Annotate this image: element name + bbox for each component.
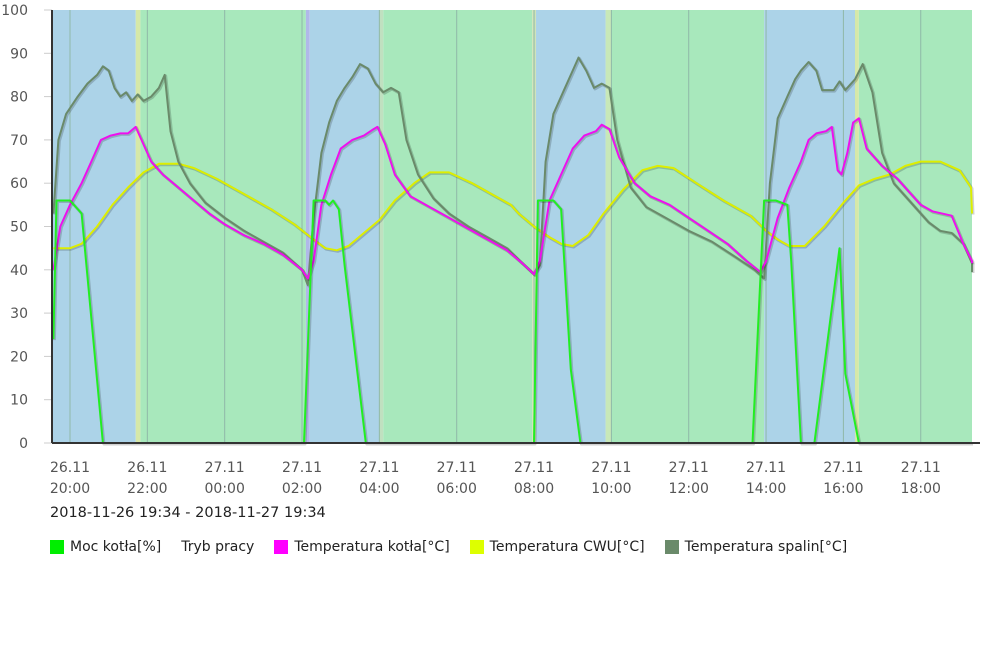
y-tick-label: 90	[10, 46, 28, 62]
y-tick-label: 50	[10, 220, 28, 236]
x-tick-time: 08:00	[514, 481, 554, 497]
y-tick-label: 100	[1, 3, 28, 19]
x-axis: 26.11 20:00 26.11 22:00 27.11 00:00 27.11 02:00…	[50, 460, 941, 497]
mode-band	[305, 10, 310, 443]
legend-swatch	[469, 540, 484, 554]
mode-band	[135, 10, 141, 443]
x-tick-date: 27.11	[205, 460, 245, 476]
y-tick-label: 80	[10, 90, 28, 106]
legend-label: Moc kotła[%]	[70, 539, 162, 555]
legend-label: Temperatura CWU[°C]	[489, 539, 645, 555]
x-tick-date: 27.11	[282, 460, 322, 476]
series-line[interactable]	[53, 160, 973, 252]
legend-label: Tryb pracy	[181, 539, 255, 555]
x-tick-time: 02:00	[282, 481, 322, 497]
x-tick-date: 27.11	[669, 460, 709, 476]
legend: Moc kotła[%] Tryb pracy Temperatura kotł…	[50, 539, 867, 555]
y-tick-label: 20	[10, 349, 28, 365]
y-tick-label: 70	[10, 133, 28, 149]
x-tick-date: 26.11	[127, 460, 167, 476]
line-chart: 0 10 20 30 40 50 60 70 80 90 100 26.11 20:00 26.11 22…	[1, 3, 980, 497]
legend-item-temperatura-kotla[interactable]: Temperatura kotła[°C]	[274, 539, 450, 555]
legend-item-tryb-pracy[interactable]: Tryb pracy	[181, 539, 254, 555]
mode-band	[383, 10, 533, 443]
x-tick-time: 00:00	[205, 481, 245, 497]
x-tick-date: 27.11	[514, 460, 554, 476]
x-tick-time: 22:00	[127, 481, 167, 497]
mode-band	[858, 10, 972, 443]
legend-swatch	[274, 540, 289, 554]
y-axis: 0 10 20 30 40 50 60 70 80 90 100	[1, 3, 52, 452]
mode-band	[140, 10, 306, 443]
mode-band	[52, 10, 136, 443]
legend-item-temperatura-cwu[interactable]: Temperatura CWU[°C]	[469, 539, 645, 555]
x-tick-date: 27.11	[437, 460, 477, 476]
x-tick-time: 20:00	[50, 481, 90, 497]
series-line[interactable]	[52, 56, 973, 286]
x-tick-time: 06:00	[437, 481, 477, 497]
y-tick-label: 40	[10, 263, 28, 279]
legend-item-temperatura-spalin[interactable]: Temperatura spalin[°C]	[664, 539, 848, 555]
y-tick-label: 0	[19, 436, 28, 452]
y-tick-label: 60	[10, 176, 28, 192]
x-tick-time: 10:00	[591, 481, 631, 497]
date-range-label: 2018-11-26 19:34 - 2018-11-27 19:34	[50, 505, 326, 521]
mode-band	[855, 10, 859, 443]
x-tick-time: 18:00	[901, 481, 941, 497]
vertical-gridlines	[69, 10, 922, 443]
x-tick-time: 04:00	[359, 481, 399, 497]
mode-band	[379, 10, 384, 443]
y-tick-label: 10	[10, 393, 28, 409]
x-tick-time: 14:00	[746, 481, 786, 497]
mode-band	[605, 10, 612, 443]
legend-swatch	[664, 540, 679, 554]
x-tick-date: 26.11	[50, 460, 90, 476]
legend-label: Temperatura spalin[°C]	[684, 539, 848, 555]
y-tick-label: 30	[10, 306, 28, 322]
operating-mode-bands	[52, 10, 972, 443]
mode-band	[309, 10, 380, 443]
x-tick-date: 27.11	[591, 460, 631, 476]
x-tick-date: 27.11	[746, 460, 786, 476]
x-tick-time: 12:00	[669, 481, 709, 497]
x-tick-date: 27.11	[901, 460, 941, 476]
legend-swatch	[50, 540, 64, 554]
legend-item-moc-kotla[interactable]: Moc kotła[%]	[50, 539, 161, 555]
mode-band	[611, 10, 765, 443]
x-tick-date: 27.11	[359, 460, 399, 476]
x-tick-time: 16:00	[823, 481, 863, 497]
legend-label: Temperatura kotła[°C]	[294, 539, 450, 555]
x-tick-date: 27.11	[823, 460, 863, 476]
